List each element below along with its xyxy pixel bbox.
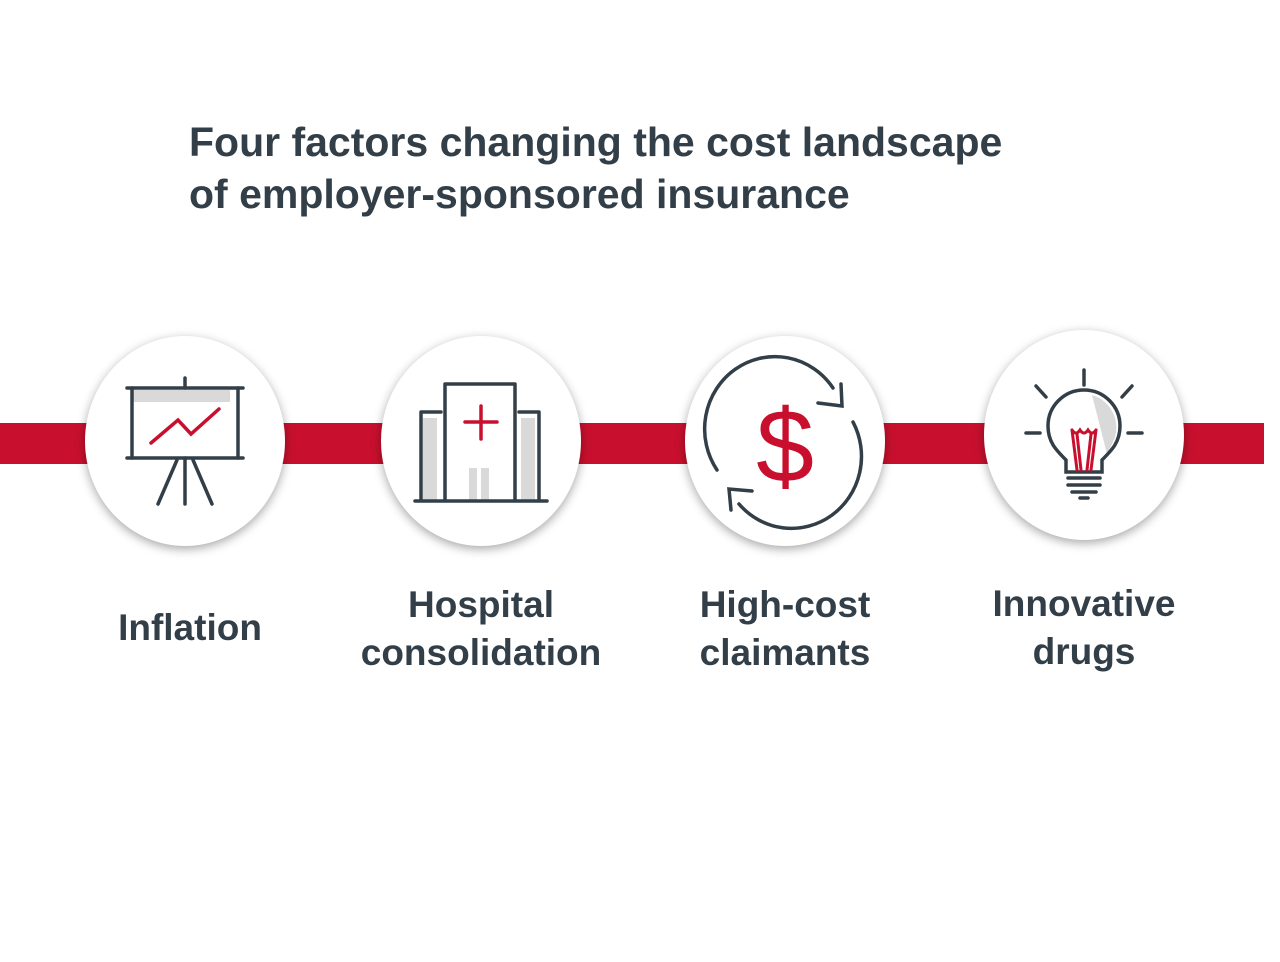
presentation-chart-icon <box>125 376 245 506</box>
label-line: High-cost <box>699 584 871 625</box>
label-line: consolidation <box>360 632 602 673</box>
factor-label-high-cost-claimants: High-cost claimants <box>635 581 935 677</box>
label-line: drugs <box>1032 631 1136 672</box>
svg-text:$: $ <box>756 389 814 505</box>
label-line: Innovative <box>992 583 1176 624</box>
factor-circle-hospital-consolidation <box>381 336 581 546</box>
factor-circle-innovative-drugs <box>984 330 1184 540</box>
label-line: Hospital <box>408 584 554 625</box>
factor-circle-inflation <box>85 336 285 546</box>
page-title: Four factors changing the cost landscape… <box>189 116 1002 220</box>
factor-label-inflation: Inflation <box>40 604 340 652</box>
label-line: claimants <box>699 632 871 673</box>
title-line-2: of employer-sponsored insurance <box>189 171 850 217</box>
factor-label-innovative-drugs: Innovative drugs <box>934 580 1234 676</box>
title-line-1: Four factors changing the cost landscape <box>189 119 1003 165</box>
lightbulb-icon <box>1024 368 1144 500</box>
label-line: Inflation <box>118 607 262 648</box>
factor-circle-high-cost-claimants: $ <box>685 336 885 546</box>
hospital-icon <box>413 382 549 503</box>
factor-label-hospital-consolidation: Hospital consolidation <box>331 581 631 677</box>
dollar-cycle-icon: $ <box>702 354 864 531</box>
